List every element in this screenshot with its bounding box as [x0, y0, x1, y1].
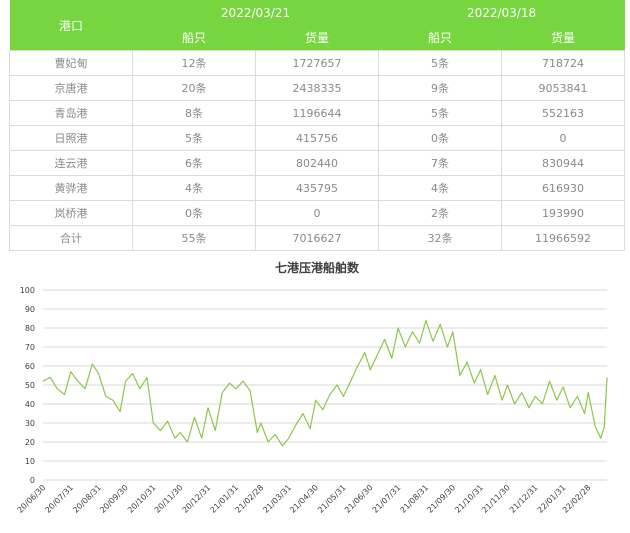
cargo-volume-1: 2438335: [254, 75, 380, 101]
x-tick-label: 20/06/30: [16, 483, 48, 515]
cargo-volume-2: 718724: [501, 50, 626, 76]
ships-count-2: 9条: [378, 75, 503, 101]
ships-count-1: 5条: [132, 125, 256, 151]
y-tick-label: 10: [25, 457, 35, 466]
port-column-header: 港口: [9, 0, 133, 51]
table-row: 京唐港 20条 2438335 9条 9053841: [9, 75, 626, 101]
y-tick-label: 70: [25, 343, 35, 352]
cargo-volume-1: 1727657: [254, 50, 380, 76]
ships-count-1: 0条: [132, 200, 256, 226]
ships-count-2: 2条: [378, 200, 503, 226]
table-header-row-1: 港口 2022/03/21 2022/03/18: [9, 0, 625, 51]
y-tick-label: 30: [25, 419, 35, 428]
table-row: 黄骅港 4条 435795 4条 616930: [9, 175, 626, 201]
cargo-volume-2: 830944: [501, 150, 626, 176]
x-tick-label: 21/09/30: [425, 483, 457, 515]
x-tick-label: 21/05/31: [316, 483, 348, 515]
x-tick-label: 21/04/30: [288, 483, 320, 515]
date1-header: 2022/03/21: [132, 0, 379, 25]
ships-header-2: 船只: [378, 25, 502, 51]
ships-count-1: 12条: [132, 50, 256, 76]
y-tick-label: 100: [20, 286, 35, 295]
cargo-volume-2: 9053841: [501, 75, 626, 101]
port-table: 港口 2022/03/21 2022/03/18 船只 货量 船只 货量 曹妃甸…: [9, 0, 626, 251]
table-total-row: 合计 55条 7016627 32条 11966592: [9, 225, 626, 251]
cargo-header-2: 货量: [501, 25, 625, 51]
cargo-volume-2: 0: [501, 125, 626, 151]
cargo-volume-1: 415756: [254, 125, 380, 151]
ships-header-1: 船只: [132, 25, 256, 51]
cargo-volume-1: 1196644: [254, 100, 380, 126]
port-name: 合计: [9, 225, 133, 251]
cargo-header-1: 货量: [255, 25, 379, 51]
ships-count-1: 6条: [132, 150, 256, 176]
y-tick-label: 80: [25, 324, 35, 333]
table-header-row-2: 船只 货量 船只 货量: [10, 25, 625, 51]
x-tick-label: 21/03/31: [261, 483, 293, 515]
x-tick-label: 21/11/30: [480, 483, 512, 515]
port-name: 连云港: [9, 150, 133, 176]
ships-count-2: 4条: [378, 175, 503, 201]
table-row: 连云港 6条 802440 7条 830944: [9, 150, 626, 176]
series-line: [42, 319, 608, 447]
cargo-volume-1: 0: [254, 200, 380, 226]
port-name: 曹妃甸: [9, 50, 133, 76]
x-tick-label: 20/10/31: [126, 483, 158, 515]
ships-count-2: 7条: [378, 150, 503, 176]
cargo-volume-1: 802440: [254, 150, 380, 176]
x-tick-label: 20/12/31: [181, 483, 213, 515]
ships-count-1: 20条: [132, 75, 256, 101]
chart-title: 七港压港船舶数: [275, 260, 360, 275]
x-tick-label: 20/09/30: [98, 483, 130, 515]
port-name: 青岛港: [9, 100, 133, 126]
x-tick-label: 21/07/31: [371, 483, 403, 515]
port-name: 黄骅港: [9, 175, 133, 201]
cargo-volume-2: 11966592: [501, 225, 626, 251]
cargo-volume-1: 7016627: [254, 225, 380, 251]
y-tick-label: 90: [25, 305, 35, 314]
ships-count-2: 32条: [378, 225, 503, 251]
x-tick-label: 21/08/31: [399, 483, 431, 515]
x-tick-label: 20/08/31: [71, 483, 103, 515]
ships-count-1: 4条: [132, 175, 256, 201]
y-tick-label: 20: [25, 438, 35, 447]
port-name: 岚桥港: [9, 200, 133, 226]
x-tick-label: 20/07/31: [43, 483, 75, 515]
table-row: 岚桥港 0条 0 2条 193990: [9, 200, 626, 226]
x-tick-label: 21/10/31: [453, 483, 485, 515]
ships-count-2: 5条: [378, 50, 503, 76]
cargo-volume-2: 193990: [501, 200, 626, 226]
ships-count-2: 0条: [378, 125, 503, 151]
cargo-volume-1: 435795: [254, 175, 380, 201]
y-tick-label: 50: [25, 381, 35, 390]
ships-count-1: 55条: [132, 225, 256, 251]
port-name: 日照港: [9, 125, 133, 151]
y-tick-label: 0: [30, 476, 35, 485]
date2-header: 2022/03/18: [378, 0, 625, 25]
cargo-volume-2: 552163: [501, 100, 626, 126]
ships-count-2: 5条: [378, 100, 503, 126]
chart-container: 七港压港船舶数 0 10 20 30 40 50 60 70 80 90 100 20/06/30 2…: [9, 250, 624, 529]
table-row: 曹妃甸 12条 1727657 5条 718724: [9, 50, 626, 76]
x-tick-label: 21/06/30: [343, 483, 375, 515]
port-name: 京唐港: [9, 75, 133, 101]
table-row: 日照港 5条 415756 0条 0: [9, 125, 626, 151]
x-tick-label: 20/11/30: [153, 483, 185, 515]
y-tick-label: 40: [25, 400, 35, 409]
x-tick-label: 21/12/31: [508, 483, 540, 515]
table-row: 青岛港 8条 1196644 5条 552163: [9, 100, 626, 126]
y-tick-label: 60: [25, 362, 35, 371]
cargo-volume-2: 616930: [501, 175, 626, 201]
ships-count-1: 8条: [132, 100, 256, 126]
